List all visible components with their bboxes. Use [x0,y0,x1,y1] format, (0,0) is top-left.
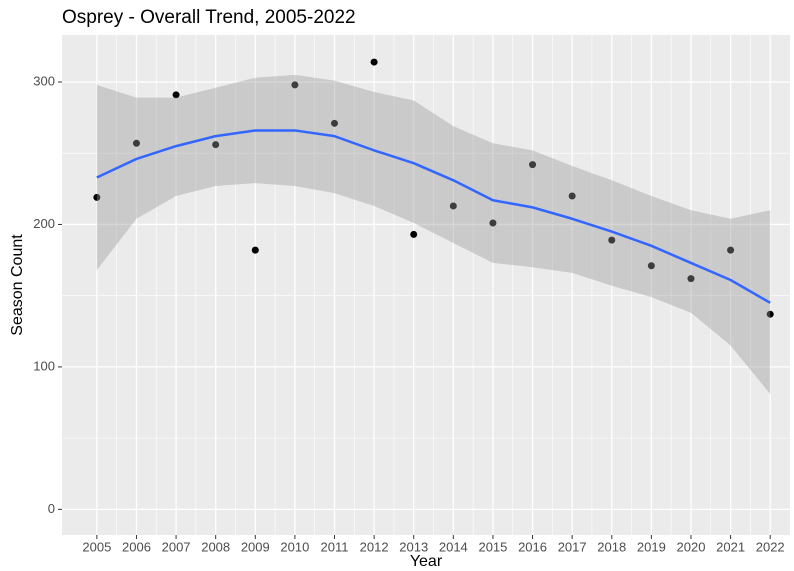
point [410,230,418,238]
x-axis-label: Year [410,553,443,570]
point [449,202,457,210]
x-tick-label: 2015 [478,539,507,554]
x-tick-label: 2008 [201,539,230,554]
chart-title: Osprey - Overall Trend, 2005-2022 [62,7,356,28]
x-tick-label: 2018 [597,539,626,554]
y-tick-label: 100 [33,358,55,373]
x-tick-label: 2007 [162,539,191,554]
point [212,141,220,149]
x-tick-label: 2011 [321,539,349,554]
smooth-line [96,129,771,304]
point [132,139,140,147]
x-tick-label: 2013 [399,539,428,554]
y-tick-label: 200 [33,216,55,231]
point [608,236,616,244]
point [331,119,339,127]
x-tick-label: 2017 [558,539,587,554]
x-tick-label: 2022 [756,539,785,554]
plot-background [62,35,790,535]
x-tick-label: 2012 [360,539,389,554]
point [489,219,497,227]
point [251,246,259,254]
point [529,161,537,169]
point [727,246,735,254]
x-tick-label: 2020 [677,539,706,554]
point [568,192,576,200]
confidence-band [96,74,771,394]
point [687,275,695,283]
x-tick-label: 2019 [637,539,666,554]
x-tick-label: 2010 [280,539,309,554]
x-tick-label: 2016 [518,539,547,554]
point [370,58,378,66]
point [647,262,655,270]
x-tick-label: 2021 [716,539,745,554]
point [172,91,180,99]
y-tick-label: 300 [33,73,55,88]
point [93,193,101,201]
y-tick-label: 0 [48,501,55,516]
point [291,81,299,89]
x-tick-label: 2009 [241,539,270,554]
point [766,310,774,318]
x-tick-label: 2006 [122,539,151,554]
x-tick-label: 2005 [82,539,111,554]
x-tick-label: 2014 [439,539,468,554]
y-axis-label: Season Count [9,234,26,336]
